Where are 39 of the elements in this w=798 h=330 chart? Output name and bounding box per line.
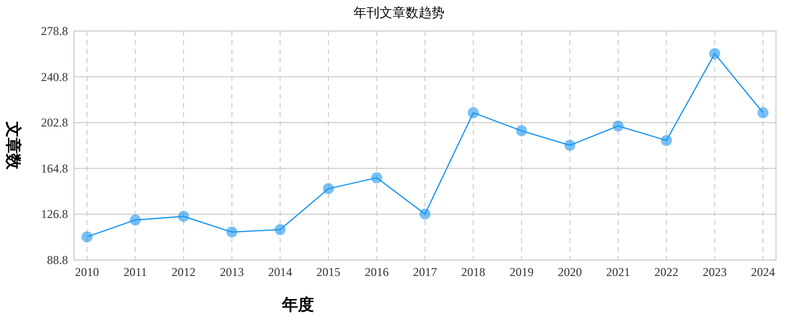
y-tick-label: 240.8 [41,70,68,84]
x-tick-label: 2024 [751,265,775,279]
y-tick-label: 202.8 [41,116,68,130]
x-tick-label: 2011 [124,265,148,279]
y-tick-label: 278.8 [41,24,68,38]
chart-title: 年刊文章数趋势 [354,5,444,20]
point [660,134,672,146]
point [564,140,576,151]
x-tick-label: 2012 [172,265,196,279]
point [322,183,334,194]
point [130,214,141,226]
y-tick-label: 164.8 [41,161,68,176]
point [178,210,190,222]
point [709,48,720,60]
point [516,125,528,136]
point [226,226,238,238]
x-tick-label: 2010 [75,265,99,279]
x-tick-label: 2019 [510,265,534,279]
y-axis-title: 文章数 [4,120,22,170]
y-tick-label: 126.8 [41,207,68,222]
point [468,107,479,118]
point [758,107,768,118]
x-tick-label: 2020 [558,265,582,279]
x-tick-label: 2015 [316,265,340,279]
point [371,172,382,184]
point [82,231,92,242]
x-tick-label: 2023 [702,265,727,279]
x-tick-label: 2021 [606,265,630,279]
point [420,208,430,220]
x-tick-label: 2014 [268,265,292,279]
x-tick-label: 2017 [413,265,437,279]
point [274,224,286,236]
point [612,120,624,132]
x-tick-label: 2013 [220,265,244,279]
x-tick-label: 2016 [364,265,389,279]
x-tick-label: 2018 [461,265,486,279]
y-tick-label: 88.8 [47,253,68,267]
x-tick-label: 2022 [654,265,678,279]
x-axis-title: 年度 [281,295,314,314]
